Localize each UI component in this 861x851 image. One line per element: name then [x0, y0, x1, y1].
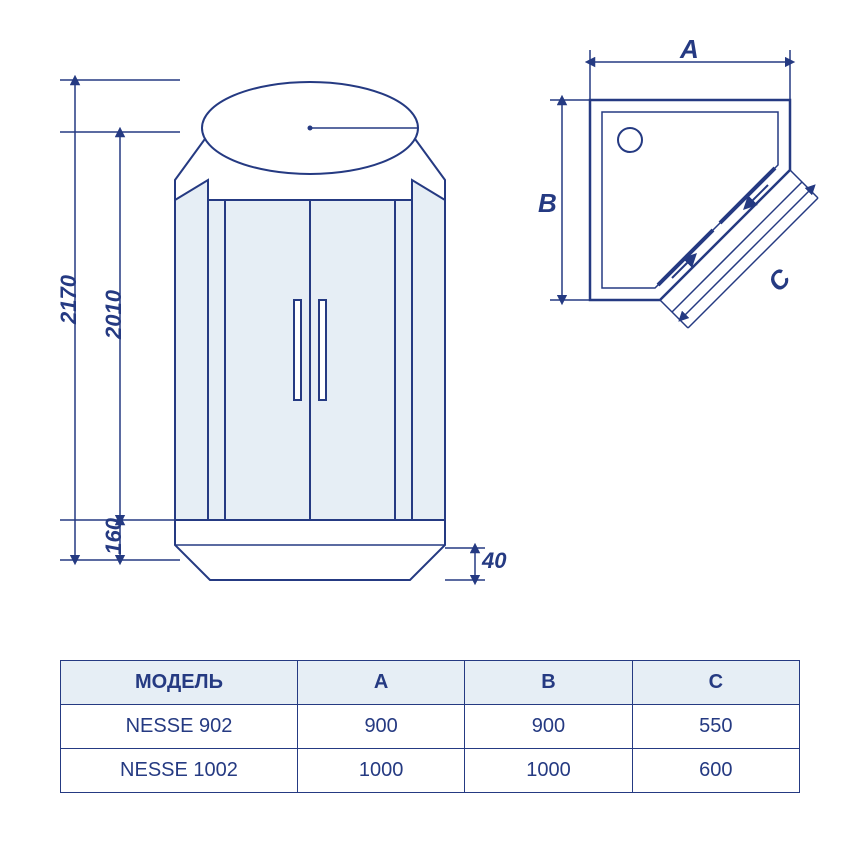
spec-table: МОДЕЛЬ A B C NESSE 902 900 900 550 NESSE… — [60, 660, 800, 793]
cell-c: 550 — [632, 705, 799, 749]
cell-b: 1000 — [465, 749, 632, 793]
col-header-b: B — [465, 661, 632, 705]
table-row: NESSE 902 900 900 550 — [61, 705, 800, 749]
cell-b: 900 — [465, 705, 632, 749]
dim-label-body-height: 2010 — [101, 290, 127, 339]
cell-a: 900 — [297, 705, 464, 749]
dim-label-base-height: 160 — [101, 518, 127, 555]
dim-label-step-height: 40 — [482, 548, 506, 574]
dim-label-total-height: 2170 — [56, 275, 82, 324]
col-header-model: МОДЕЛЬ — [61, 661, 298, 705]
cell-c: 600 — [632, 749, 799, 793]
table-row: NESSE 1002 1000 1000 600 — [61, 749, 800, 793]
table-header-row: МОДЕЛЬ A B C — [61, 661, 800, 705]
top-view-diagram — [520, 40, 820, 360]
cell-a: 1000 — [297, 749, 464, 793]
cell-model: NESSE 1002 — [61, 749, 298, 793]
cell-model: NESSE 902 — [61, 705, 298, 749]
col-header-c: C — [632, 661, 799, 705]
dim-label-a: A — [680, 34, 699, 65]
col-header-a: A — [297, 661, 464, 705]
diagram-area: 2170 2010 160 40 — [50, 40, 810, 610]
dim-label-b: B — [538, 188, 557, 219]
